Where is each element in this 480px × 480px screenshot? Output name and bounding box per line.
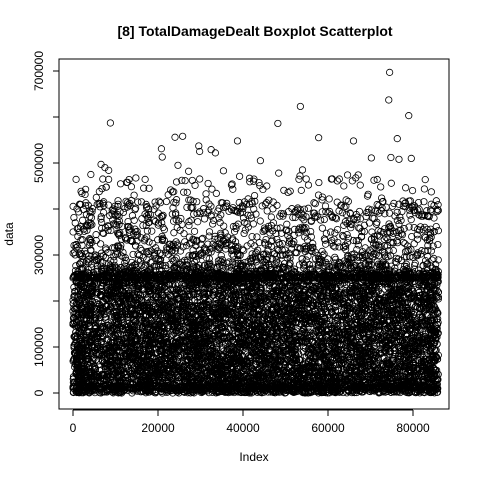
chart-title: [8] TotalDamageDealt Boxplot Scatterplot	[117, 23, 392, 39]
data-points	[70, 69, 442, 396]
